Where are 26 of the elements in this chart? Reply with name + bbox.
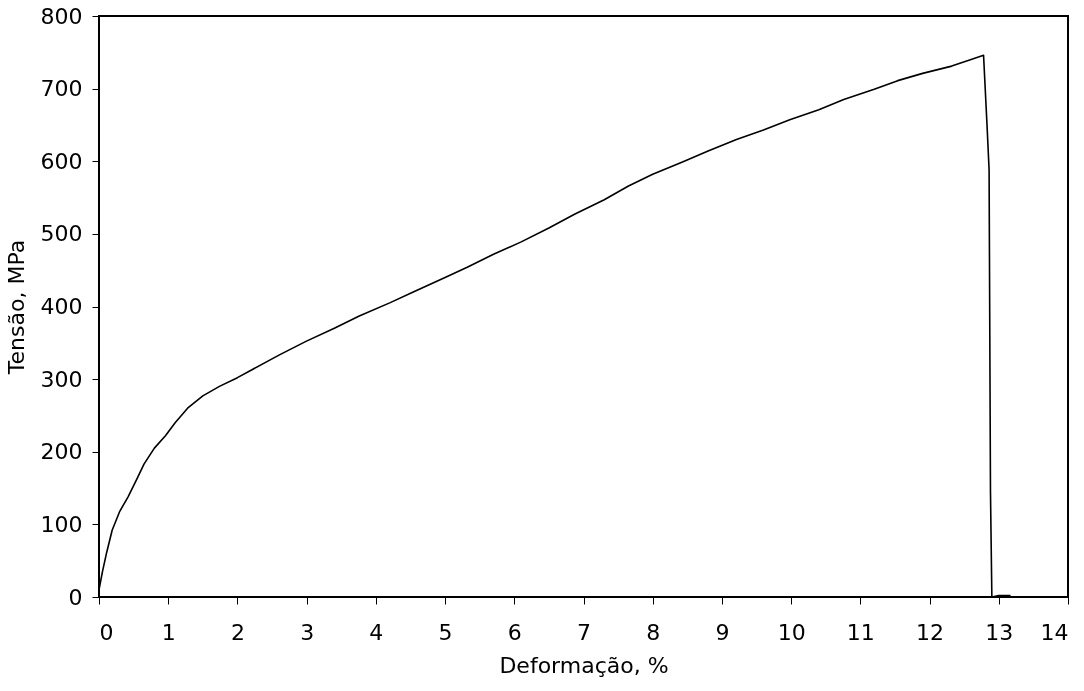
x-tick-label: 2	[230, 619, 245, 645]
y-tick-label: 100	[40, 511, 83, 537]
x-tick-label: 1	[161, 619, 176, 645]
x-tick-label: 9	[715, 619, 730, 645]
x-tick-label: 6	[507, 619, 522, 645]
x-tick-label: 7	[577, 619, 591, 645]
x-tick-label: 5	[438, 619, 453, 645]
x-tick-label: 14	[1040, 619, 1069, 645]
y-tick-label: 400	[40, 294, 83, 319]
y-axis-title: Tensão, MPa	[3, 239, 29, 376]
x-tick-label: 12	[916, 619, 945, 645]
x-tick-label: 8	[646, 619, 661, 645]
x-tick-label: 3	[300, 619, 315, 645]
x-tick-label: 0	[99, 619, 114, 645]
y-tick-label: 200	[40, 439, 83, 465]
y-tick-label: 0	[68, 584, 83, 610]
x-tick-label: 13	[985, 619, 1014, 645]
x-tick-label: 10	[777, 619, 806, 645]
y-tick-label: 500	[40, 221, 83, 247]
x-axis-title: Deformação, %	[499, 652, 669, 678]
y-tick-label: 800	[40, 3, 83, 29]
y-tick-label: 600	[40, 148, 83, 174]
y-tick-label: 700	[40, 76, 83, 102]
x-tick-label: 11	[846, 619, 875, 645]
x-tick-label: 4	[369, 619, 384, 645]
y-tick-label: 300	[40, 366, 83, 392]
